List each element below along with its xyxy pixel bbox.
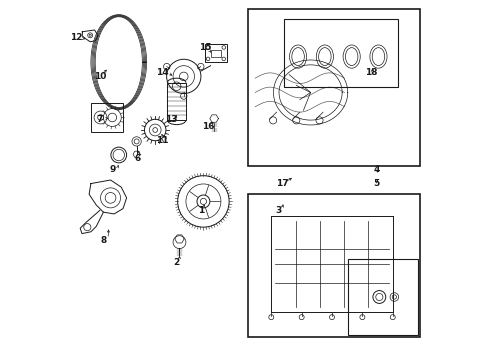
Text: 16: 16 [202,122,215,131]
Bar [247,9,419,166]
Text: 15: 15 [199,43,211,52]
Text: 2: 2 [173,258,180,267]
Bar [205,44,226,62]
Text: 14: 14 [156,68,168,77]
Text: 11: 11 [156,136,168,145]
Text: 9: 9 [109,165,115,174]
Text: 4: 4 [373,165,379,174]
Bar [347,258,417,336]
Bar [91,103,123,132]
Bar [167,83,185,120]
Text: 7: 7 [97,115,103,124]
Bar [283,19,397,87]
Text: 8: 8 [100,236,106,245]
Text: 12: 12 [69,33,82,42]
Text: 6: 6 [134,154,140,163]
Text: 10: 10 [93,72,106,81]
Text: 13: 13 [164,115,177,124]
Text: 1: 1 [198,206,204,215]
Text: 5: 5 [373,179,379,188]
Text: 18: 18 [365,68,377,77]
Text: 17: 17 [275,179,288,188]
Bar [247,194,419,337]
Bar [210,50,221,57]
Text: 3: 3 [275,206,281,215]
